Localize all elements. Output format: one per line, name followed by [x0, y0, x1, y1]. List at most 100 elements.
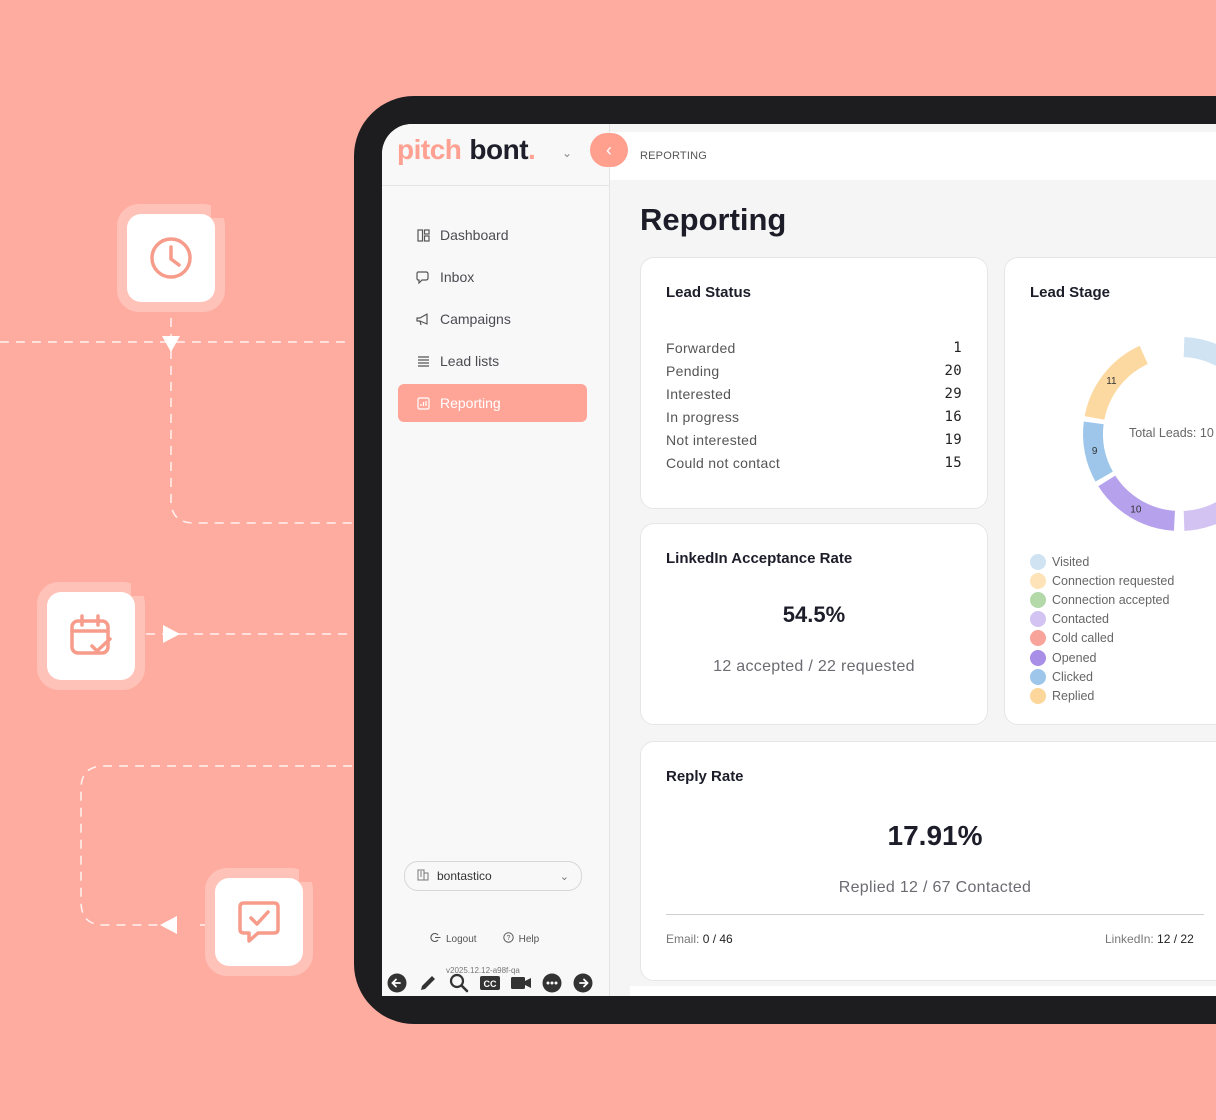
clock-icon — [150, 237, 192, 279]
sidebar-item-inbox[interactable]: Inbox — [398, 258, 587, 296]
legend-item[interactable]: Contacted — [1030, 610, 1174, 629]
acceptance-rate-detail: 12 accepted / 22 requested — [713, 658, 915, 675]
legend-swatch — [1030, 687, 1046, 704]
sidebar-item-label: Reporting — [440, 395, 501, 411]
accessibility-toolbar: CC — [386, 972, 594, 994]
legend-swatch — [1030, 630, 1046, 647]
sidebar-item-dashboard[interactable]: Dashboard — [398, 216, 587, 254]
brand-logo[interactable]: pitch bont. — [397, 134, 536, 166]
reply-rate-value: 17.91% — [887, 820, 983, 851]
status-value: 15 — [944, 455, 962, 471]
legend-label: Opened — [1052, 650, 1097, 665]
sidebar-item-label: Dashboard — [440, 227, 509, 243]
donut-segment-label: 10 — [1130, 504, 1142, 515]
video-camera-icon[interactable] — [510, 972, 532, 994]
legend-label: Visited — [1052, 554, 1090, 569]
legend-item[interactable]: Cold called — [1030, 629, 1174, 648]
status-label: Forwarded — [666, 340, 736, 356]
legend-label: Connection requested — [1052, 573, 1175, 588]
chevron-down-icon[interactable]: ⌄ — [562, 146, 573, 160]
list-item: Not interested 19 — [666, 432, 962, 455]
sidebar-item-lead-lists[interactable]: Lead lists — [398, 342, 587, 380]
building-icon — [417, 869, 429, 884]
acceptance-rate-value: 54.5% — [782, 602, 846, 627]
forward-arrow-icon[interactable] — [572, 972, 594, 994]
lead-stage-legend: Visited Connection requested Connection ac… — [1030, 552, 1174, 706]
logout-label: Logout — [446, 933, 477, 945]
legend-swatch — [1030, 649, 1046, 666]
clock-step-tile — [117, 204, 225, 312]
legend-swatch — [1030, 591, 1046, 608]
sidebar-item-campaigns[interactable]: Campaigns — [398, 300, 587, 338]
status-value: 1 — [953, 340, 962, 356]
pencil-icon[interactable] — [417, 972, 439, 994]
message-check-icon — [238, 901, 280, 943]
sidebar-divider — [382, 185, 609, 186]
lead-status-card: Lead Status Forwarded 1 Pending 20 Interes… — [640, 257, 988, 509]
legend-label: Clicked — [1052, 669, 1093, 684]
sidebar: pitch bont. ⌄ Dashboard Inbox Campa — [382, 124, 610, 996]
sidebar-item-label: Lead lists — [440, 353, 500, 369]
list-item: Interested 29 — [666, 386, 962, 409]
legend-item[interactable]: Visited — [1030, 552, 1174, 571]
linkedin-reply-stat: LinkedIn: 12 / 22 — [1105, 932, 1194, 946]
workflow-connectors — [0, 302, 352, 934]
more-options-icon[interactable] — [541, 972, 563, 994]
logout-link[interactable]: Logout — [430, 932, 477, 946]
logo-part-1: pitch — [397, 134, 462, 165]
total-leads-label: Total Leads: 10 — [1129, 426, 1214, 440]
svg-text:CC: CC — [484, 979, 497, 989]
help-link[interactable]: ? Help — [502, 932, 540, 946]
lead-status-list: Forwarded 1 Pending 20 Interested 29 In pro… — [666, 340, 962, 478]
donut-segment[interactable] — [1082, 343, 1151, 422]
donut-segment[interactable] — [1081, 419, 1116, 484]
card-title: LinkedIn Acceptance Rate — [666, 550, 853, 567]
donut-segment[interactable] — [1181, 455, 1216, 533]
status-value: 19 — [944, 432, 962, 448]
legend-label: Cold called — [1052, 631, 1114, 646]
list-item: Forwarded 1 — [666, 340, 962, 363]
workspace-selector[interactable]: bontastico ⌄ — [404, 861, 582, 891]
sidebar-item-reporting[interactable]: Reporting — [398, 384, 587, 422]
closed-captions-icon[interactable]: CC — [479, 972, 501, 994]
collapse-sidebar-button[interactable]: ‹ — [590, 133, 628, 167]
status-label: Could not contact — [666, 455, 781, 471]
search-icon[interactable] — [448, 972, 470, 994]
legend-swatch — [1030, 553, 1046, 570]
donut-segment-label: 11 — [1106, 376, 1117, 387]
list-icon — [416, 354, 430, 368]
chart-icon — [416, 396, 430, 410]
back-arrow-icon[interactable] — [386, 972, 408, 994]
card-title: Reply Rate — [666, 768, 744, 785]
email-stat-label: Email: — [666, 932, 700, 946]
main-content: REPORTING Reporting Lead Status Forwarde… — [610, 124, 1216, 996]
breadcrumb[interactable]: REPORTING — [640, 150, 707, 162]
legend-label: Contacted — [1052, 612, 1109, 627]
lead-stage-card: Lead Stage 81191016 Total Leads: 10 Visi… — [1004, 257, 1216, 725]
status-value: 29 — [944, 386, 962, 402]
help-label: Help — [518, 933, 540, 945]
legend-item[interactable]: Connection accepted — [1030, 590, 1174, 609]
sidebar-nav: Dashboard Inbox Campaigns Lead lists — [398, 216, 587, 426]
donut-segment[interactable] — [1181, 335, 1216, 390]
legend-swatch — [1030, 572, 1046, 589]
legend-item[interactable]: Opened — [1030, 648, 1174, 667]
workspace-name: bontastico — [437, 869, 492, 883]
list-item: Pending 20 — [666, 363, 962, 386]
card-title: Lead Stage — [1030, 284, 1111, 301]
linkedin-stat-value: 12 / 22 — [1157, 932, 1194, 946]
legend-item[interactable]: Replied — [1030, 686, 1174, 705]
sidebar-item-label: Campaigns — [440, 311, 511, 327]
linkedin-acceptance-card: LinkedIn Acceptance Rate 54.5% 12 accept… — [640, 523, 988, 725]
sidebar-footer: Logout ? Help — [430, 932, 539, 946]
legend-item[interactable]: Connection requested — [1030, 571, 1174, 590]
legend-label: Connection accepted — [1052, 592, 1170, 607]
status-label: Not interested — [666, 432, 758, 448]
status-label: Pending — [666, 363, 720, 379]
legend-item[interactable]: Clicked — [1030, 667, 1174, 686]
linkedin-stat-label: LinkedIn: — [1105, 932, 1154, 946]
app-screen: pitch bont. ⌄ Dashboard Inbox Campa — [382, 124, 1216, 996]
donut-segment[interactable] — [1095, 473, 1178, 533]
page-title: Reporting — [640, 202, 787, 237]
megaphone-icon — [416, 312, 430, 326]
